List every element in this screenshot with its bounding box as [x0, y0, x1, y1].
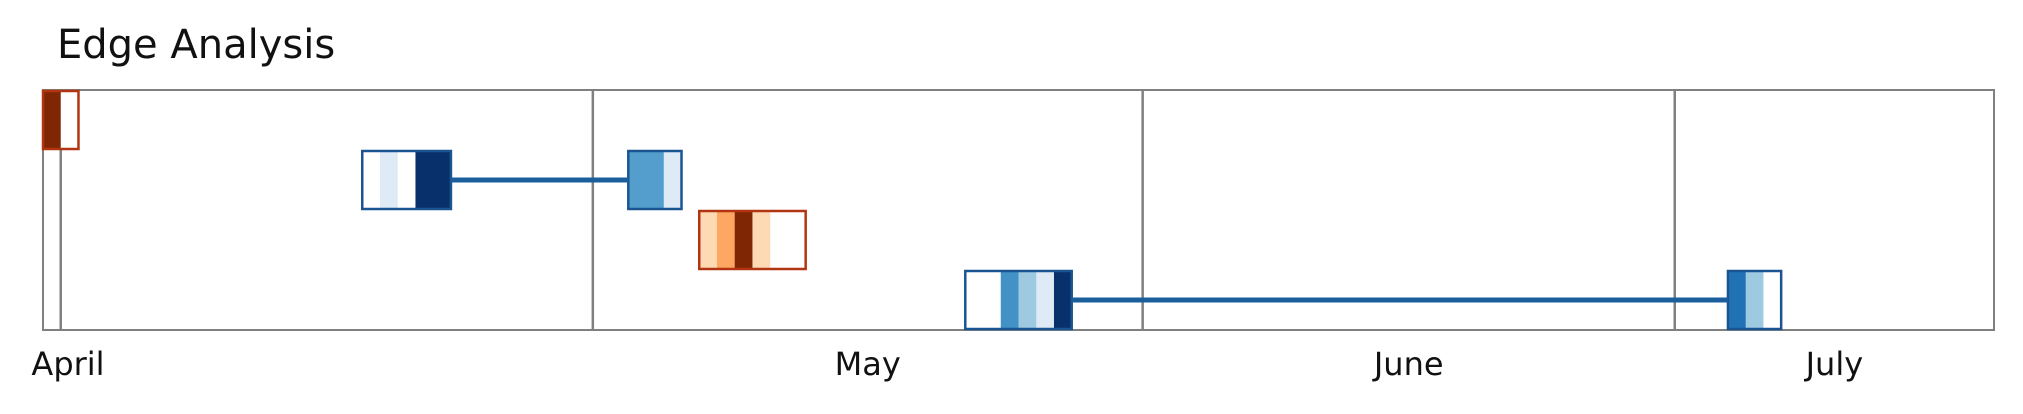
x-tick-label: July — [1804, 345, 1864, 383]
cell-row3-group0 — [965, 271, 984, 329]
cell-row1-group1 — [646, 151, 665, 209]
x-tick-label: May — [835, 345, 901, 383]
cell-row1-group0 — [379, 151, 399, 209]
chart-title: Edge Analysis — [57, 22, 336, 68]
cell-row2-group0 — [716, 211, 736, 269]
cell-row1-group0 — [362, 151, 381, 209]
cell-row3-group1 — [1727, 271, 1747, 329]
cell-row3-group0 — [1053, 271, 1073, 329]
cell-row1-group0 — [397, 151, 416, 209]
cell-row3-group0 — [983, 271, 1002, 329]
cell-row1-group1 — [663, 151, 683, 209]
cell-row2-group0 — [770, 211, 789, 269]
cell-row1-group0 — [433, 151, 452, 209]
cell-row1-group0 — [415, 151, 434, 209]
cell-row2-group0 — [787, 211, 807, 269]
cell-row0-group0 — [60, 91, 79, 149]
event-box — [41, 89, 80, 151]
cell-row0-group0 — [43, 91, 62, 149]
cell-row3-group1 — [1763, 271, 1782, 329]
cell-row2-group0 — [752, 211, 771, 269]
x-tick-label: April — [31, 345, 104, 383]
x-tick-label: June — [1372, 345, 1444, 383]
cell-row3-group0 — [1000, 271, 1019, 329]
cell-row2-group0 — [734, 211, 753, 269]
cell-row2-group0 — [699, 211, 718, 269]
cell-row3-group1 — [1745, 271, 1764, 329]
cell-row3-group0 — [1036, 271, 1055, 329]
cell-row3-group0 — [1018, 271, 1037, 329]
event-box — [697, 209, 807, 271]
cell-row1-group1 — [628, 151, 647, 209]
